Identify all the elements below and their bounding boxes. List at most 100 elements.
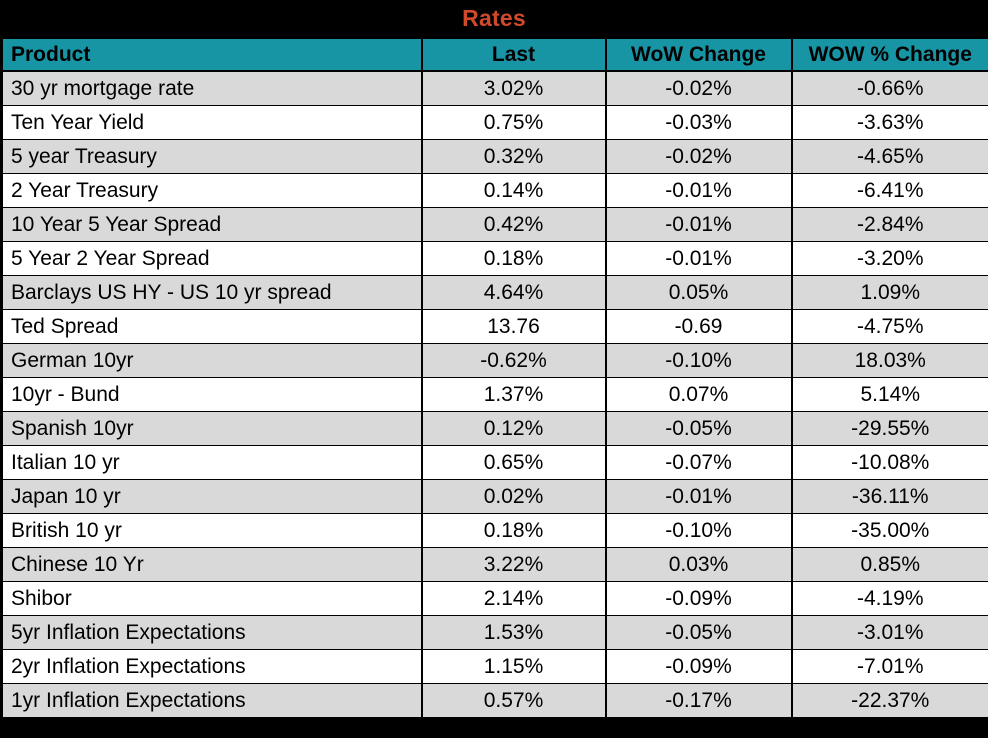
cell-product: Shibor xyxy=(0,581,422,616)
cell-wow-change: -0.09% xyxy=(604,649,792,684)
cell-wow-pct-change: -0.66% xyxy=(790,70,988,106)
cell-wow-pct-change: -3.20% xyxy=(790,241,988,276)
cell-wow-change: -0.01% xyxy=(604,241,792,276)
rates-table: Product Last WoW Change WOW % Change 30 … xyxy=(0,37,988,721)
cell-wow-change: -0.01% xyxy=(604,207,792,242)
header-row: Product Last WoW Change WOW % Change xyxy=(0,37,988,72)
column-header-last: Last xyxy=(420,37,606,72)
cell-product: Chinese 10 Yr xyxy=(0,547,422,582)
cell-wow-pct-change: -6.41% xyxy=(790,173,988,208)
table-row: 10 Year 5 Year Spread 0.42% -0.01% -2.84… xyxy=(0,207,988,242)
cell-wow-pct-change: -3.01% xyxy=(790,615,988,650)
cell-product: 5 year Treasury xyxy=(0,139,422,174)
cell-wow-pct-change: -4.75% xyxy=(790,309,988,344)
cell-wow-change: 0.05% xyxy=(604,275,792,310)
table-row: Japan 10 yr 0.02% -0.01% -36.11% xyxy=(0,479,988,514)
table-row: Shibor 2.14% -0.09% -4.19% xyxy=(0,581,988,616)
cell-last: 2.14% xyxy=(420,581,606,616)
cell-product: Japan 10 yr xyxy=(0,479,422,514)
cell-wow-change: -0.02% xyxy=(604,70,792,106)
table-row: 10yr - Bund 1.37% 0.07% 5.14% xyxy=(0,377,988,412)
table-row: 5 year Treasury 0.32% -0.02% -4.65% xyxy=(0,139,988,174)
cell-product: 2yr Inflation Expectations xyxy=(0,649,422,684)
cell-wow-change: -0.10% xyxy=(604,343,792,378)
table-row: Ted Spread 13.76 -0.69 -4.75% xyxy=(0,309,988,344)
cell-wow-pct-change: 18.03% xyxy=(790,343,988,378)
cell-last: 13.76 xyxy=(420,309,606,344)
cell-product: German 10yr xyxy=(0,343,422,378)
cell-last: 1.53% xyxy=(420,615,606,650)
cell-wow-pct-change: -3.63% xyxy=(790,105,988,140)
table-row: Ten Year Yield 0.75% -0.03% -3.63% xyxy=(0,105,988,140)
cell-product: British 10 yr xyxy=(0,513,422,548)
table-title: Rates xyxy=(462,5,526,31)
cell-wow-pct-change: -2.84% xyxy=(790,207,988,242)
table-row: 5 Year 2 Year Spread 0.18% -0.01% -3.20% xyxy=(0,241,988,276)
column-header-product: Product xyxy=(0,37,422,72)
table-row: 5yr Inflation Expectations 1.53% -0.05% … xyxy=(0,615,988,650)
cell-product: Barclays US HY - US 10 yr spread xyxy=(0,275,422,310)
table-row: 2yr Inflation Expectations 1.15% -0.09% … xyxy=(0,649,988,684)
cell-wow-pct-change: -4.65% xyxy=(790,139,988,174)
cell-last: 0.14% xyxy=(420,173,606,208)
cell-product: Ten Year Yield xyxy=(0,105,422,140)
cell-wow-pct-change: -7.01% xyxy=(790,649,988,684)
cell-product: 1yr Inflation Expectations xyxy=(0,683,422,721)
cell-wow-pct-change: -22.37% xyxy=(790,683,988,721)
table-row: Chinese 10 Yr 3.22% 0.03% 0.85% xyxy=(0,547,988,582)
cell-wow-change: -0.07% xyxy=(604,445,792,480)
cell-wow-pct-change: 5.14% xyxy=(790,377,988,412)
cell-wow-change: -0.10% xyxy=(604,513,792,548)
cell-wow-pct-change: -4.19% xyxy=(790,581,988,616)
cell-last: 3.22% xyxy=(420,547,606,582)
cell-wow-change: 0.07% xyxy=(604,377,792,412)
cell-wow-pct-change: 0.85% xyxy=(790,547,988,582)
table-row: 1yr Inflation Expectations 0.57% -0.17% … xyxy=(0,683,988,721)
cell-wow-change: -0.03% xyxy=(604,105,792,140)
cell-last: 1.15% xyxy=(420,649,606,684)
cell-last: 0.42% xyxy=(420,207,606,242)
table-row: Italian 10 yr 0.65% -0.07% -10.08% xyxy=(0,445,988,480)
cell-last: 0.02% xyxy=(420,479,606,514)
cell-wow-change: -0.09% xyxy=(604,581,792,616)
cell-last: -0.62% xyxy=(420,343,606,378)
cell-wow-change: -0.05% xyxy=(604,615,792,650)
cell-wow-change: -0.05% xyxy=(604,411,792,446)
column-header-wow-pct-change: WOW % Change xyxy=(790,37,988,72)
cell-last: 0.75% xyxy=(420,105,606,140)
cell-product: Italian 10 yr xyxy=(0,445,422,480)
cell-last: 0.65% xyxy=(420,445,606,480)
cell-wow-change: 0.03% xyxy=(604,547,792,582)
cell-wow-change: -0.69 xyxy=(604,309,792,344)
cell-wow-change: -0.01% xyxy=(604,173,792,208)
cell-last: 0.18% xyxy=(420,241,606,276)
table-row: 2 Year Treasury 0.14% -0.01% -6.41% xyxy=(0,173,988,208)
cell-last: 4.64% xyxy=(420,275,606,310)
cell-wow-pct-change: -36.11% xyxy=(790,479,988,514)
table-row: British 10 yr 0.18% -0.10% -35.00% xyxy=(0,513,988,548)
cell-last: 1.37% xyxy=(420,377,606,412)
table-row: Spanish 10yr 0.12% -0.05% -29.55% xyxy=(0,411,988,446)
cell-wow-change: -0.02% xyxy=(604,139,792,174)
cell-product: 10 Year 5 Year Spread xyxy=(0,207,422,242)
column-header-wow-change: WoW Change xyxy=(604,37,792,72)
cell-product: 2 Year Treasury xyxy=(0,173,422,208)
cell-last: 0.12% xyxy=(420,411,606,446)
cell-product: 5 Year 2 Year Spread xyxy=(0,241,422,276)
cell-wow-pct-change: -29.55% xyxy=(790,411,988,446)
cell-product: 10yr - Bund xyxy=(0,377,422,412)
cell-product: 5yr Inflation Expectations xyxy=(0,615,422,650)
cell-wow-pct-change: -10.08% xyxy=(790,445,988,480)
cell-product: Ted Spread xyxy=(0,309,422,344)
cell-last: 0.32% xyxy=(420,139,606,174)
cell-wow-pct-change: 1.09% xyxy=(790,275,988,310)
cell-wow-pct-change: -35.00% xyxy=(790,513,988,548)
table-row: 30 yr mortgage rate 3.02% -0.02% -0.66% xyxy=(0,70,988,106)
cell-wow-change: -0.17% xyxy=(604,683,792,721)
cell-last: 0.18% xyxy=(420,513,606,548)
table-row: Barclays US HY - US 10 yr spread 4.64% 0… xyxy=(0,275,988,310)
table-row: German 10yr -0.62% -0.10% 18.03% xyxy=(0,343,988,378)
cell-last: 0.57% xyxy=(420,683,606,721)
cell-wow-change: -0.01% xyxy=(604,479,792,514)
